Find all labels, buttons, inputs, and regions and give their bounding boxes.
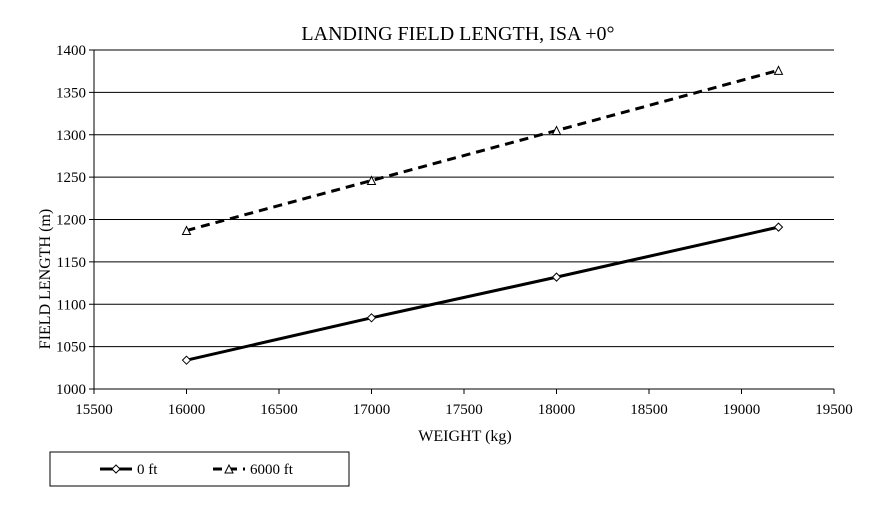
data-point-triangle bbox=[773, 65, 784, 75]
x-tick-label: 19500 bbox=[815, 402, 853, 418]
data-point-triangle bbox=[366, 175, 377, 186]
data-point-triangle bbox=[224, 463, 234, 474]
y-tick-label: 1250 bbox=[56, 170, 86, 186]
plot-area: 15500 16000 16500 17000 17500 18000 18500 19000… bbox=[56, 43, 853, 418]
y-tick-label: 1400 bbox=[56, 43, 86, 59]
y-tick-label: 1300 bbox=[56, 128, 86, 144]
gridlines bbox=[94, 49, 834, 348]
data-point-diamond bbox=[111, 464, 121, 474]
x-tick-label: 18000 bbox=[538, 402, 576, 418]
x-tick-label: 16000 bbox=[168, 402, 206, 418]
x-axis-ticks: 15500 16000 16500 17000 17500 18000 18500 19000… bbox=[75, 389, 853, 418]
x-tick-label: 17500 bbox=[445, 402, 483, 418]
legend-box bbox=[49, 451, 350, 487]
x-tick-label: 15500 bbox=[75, 402, 113, 418]
series-line bbox=[186, 68, 779, 232]
series-dashed bbox=[181, 65, 784, 236]
y-tick-label: 1000 bbox=[56, 382, 86, 398]
x-tick-label: 18500 bbox=[630, 402, 668, 418]
data-point-diamond bbox=[773, 222, 784, 232]
y-axis-ticks: 1000 1050 1100 1150 1200 1250 1300 1350 1400 bbox=[56, 43, 94, 398]
legend-label: 6000 ft bbox=[250, 462, 294, 478]
y-axis-title: FIELD LENGTH (m) bbox=[37, 209, 54, 349]
x-tick-label: 19000 bbox=[723, 402, 761, 418]
y-tick-label: 1200 bbox=[56, 213, 86, 229]
x-axis-title: WEIGHT (kg) bbox=[418, 428, 511, 445]
data-point-diamond bbox=[551, 272, 562, 282]
legend-items: 0 ft 6000 ft bbox=[100, 462, 294, 478]
y-tick-label: 1100 bbox=[57, 297, 86, 313]
x-tick-label: 16500 bbox=[260, 402, 298, 418]
data-point-diamond bbox=[181, 355, 192, 365]
legend-label: 0 ft bbox=[137, 462, 158, 478]
y-tick-label: 1150 bbox=[57, 255, 86, 271]
y-tick-label: 1350 bbox=[56, 85, 86, 101]
chart-title: LANDING FIELD LENGTH, ISA +0° bbox=[301, 23, 614, 45]
legend: 0 ft 6000 ft bbox=[49, 451, 350, 487]
data-point-triangle bbox=[181, 225, 192, 236]
data-point-triangle bbox=[551, 125, 562, 136]
y-tick-label: 1050 bbox=[56, 340, 86, 356]
series-solid bbox=[181, 222, 784, 365]
series-layer bbox=[181, 65, 784, 365]
x-tick-label: 17000 bbox=[353, 402, 391, 418]
data-point-diamond bbox=[366, 313, 377, 323]
series-line bbox=[186, 225, 779, 362]
